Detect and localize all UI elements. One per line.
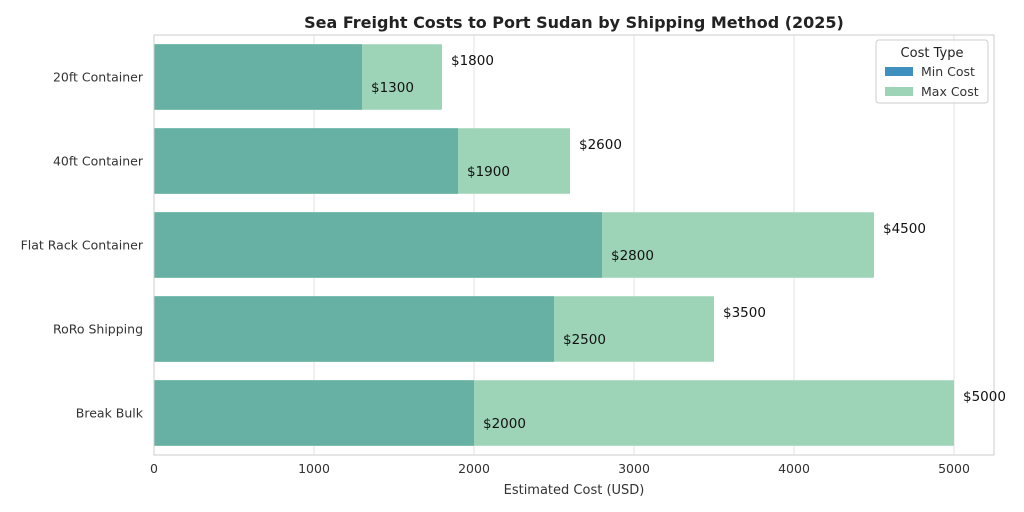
- legend-swatch-min-cost: [885, 67, 913, 76]
- bar-min-20ft-container: [154, 44, 362, 110]
- x-tick-label: 1000: [298, 461, 330, 476]
- data-label-max-roro-shipping: $3500: [723, 305, 766, 321]
- ticks-layer: 0 1000 2000 3000 4000 5000 20ft Container 40ft …: [21, 70, 970, 477]
- y-tick-label-40ft-container: 40ft Container: [53, 154, 144, 169]
- bar-min-roro-shipping: [154, 296, 554, 362]
- legend-label-min-cost: Min Cost: [921, 64, 975, 79]
- labels-layer: $1800 $1300 $2600 $1900 $4500 $2800 $3500 $2500…: [371, 53, 1006, 432]
- data-label-min-40ft-container: $1900: [467, 164, 510, 180]
- bar-min-40ft-container: [154, 128, 458, 194]
- data-label-max-break-bulk: $5000: [963, 389, 1006, 405]
- legend-title: Cost Type: [901, 46, 964, 61]
- x-tick-label: 2000: [458, 461, 490, 476]
- bars-layer: [154, 44, 954, 446]
- data-label-min-break-bulk: $2000: [483, 416, 526, 432]
- y-tick-label-20ft-container: 20ft Container: [53, 70, 144, 85]
- data-label-max-flat-rack-container: $4500: [883, 221, 926, 237]
- plot-frame: [153, 34, 995, 456]
- data-label-max-20ft-container: $1800: [451, 53, 494, 69]
- x-tick-label: 3000: [618, 461, 650, 476]
- data-label-min-roro-shipping: $2500: [563, 332, 606, 348]
- x-axis-label: Estimated Cost (USD): [504, 483, 645, 498]
- x-tick-label: 4000: [778, 461, 810, 476]
- x-tick-label: 5000: [938, 461, 970, 476]
- data-label-min-flat-rack-container: $2800: [611, 248, 654, 264]
- y-tick-label-roro-shipping: RoRo Shipping: [53, 322, 143, 337]
- legend-label-max-cost: Max Cost: [921, 84, 979, 99]
- bar-min-break-bulk: [154, 380, 474, 446]
- data-label-min-20ft-container: $1300: [371, 80, 414, 96]
- legend-swatch-max-cost: [885, 87, 913, 96]
- legend: Cost Type Min Cost Max Cost: [875, 39, 989, 104]
- y-tick-label-flat-rack-container: Flat Rack Container: [21, 238, 144, 253]
- x-tick-label: 0: [150, 461, 158, 476]
- y-tick-label-break-bulk: Break Bulk: [76, 406, 144, 421]
- bar-min-flat-rack-container: [154, 212, 602, 278]
- data-label-max-40ft-container: $2600: [579, 137, 622, 153]
- chart-title: Sea Freight Costs to Port Sudan by Shipp…: [304, 13, 844, 32]
